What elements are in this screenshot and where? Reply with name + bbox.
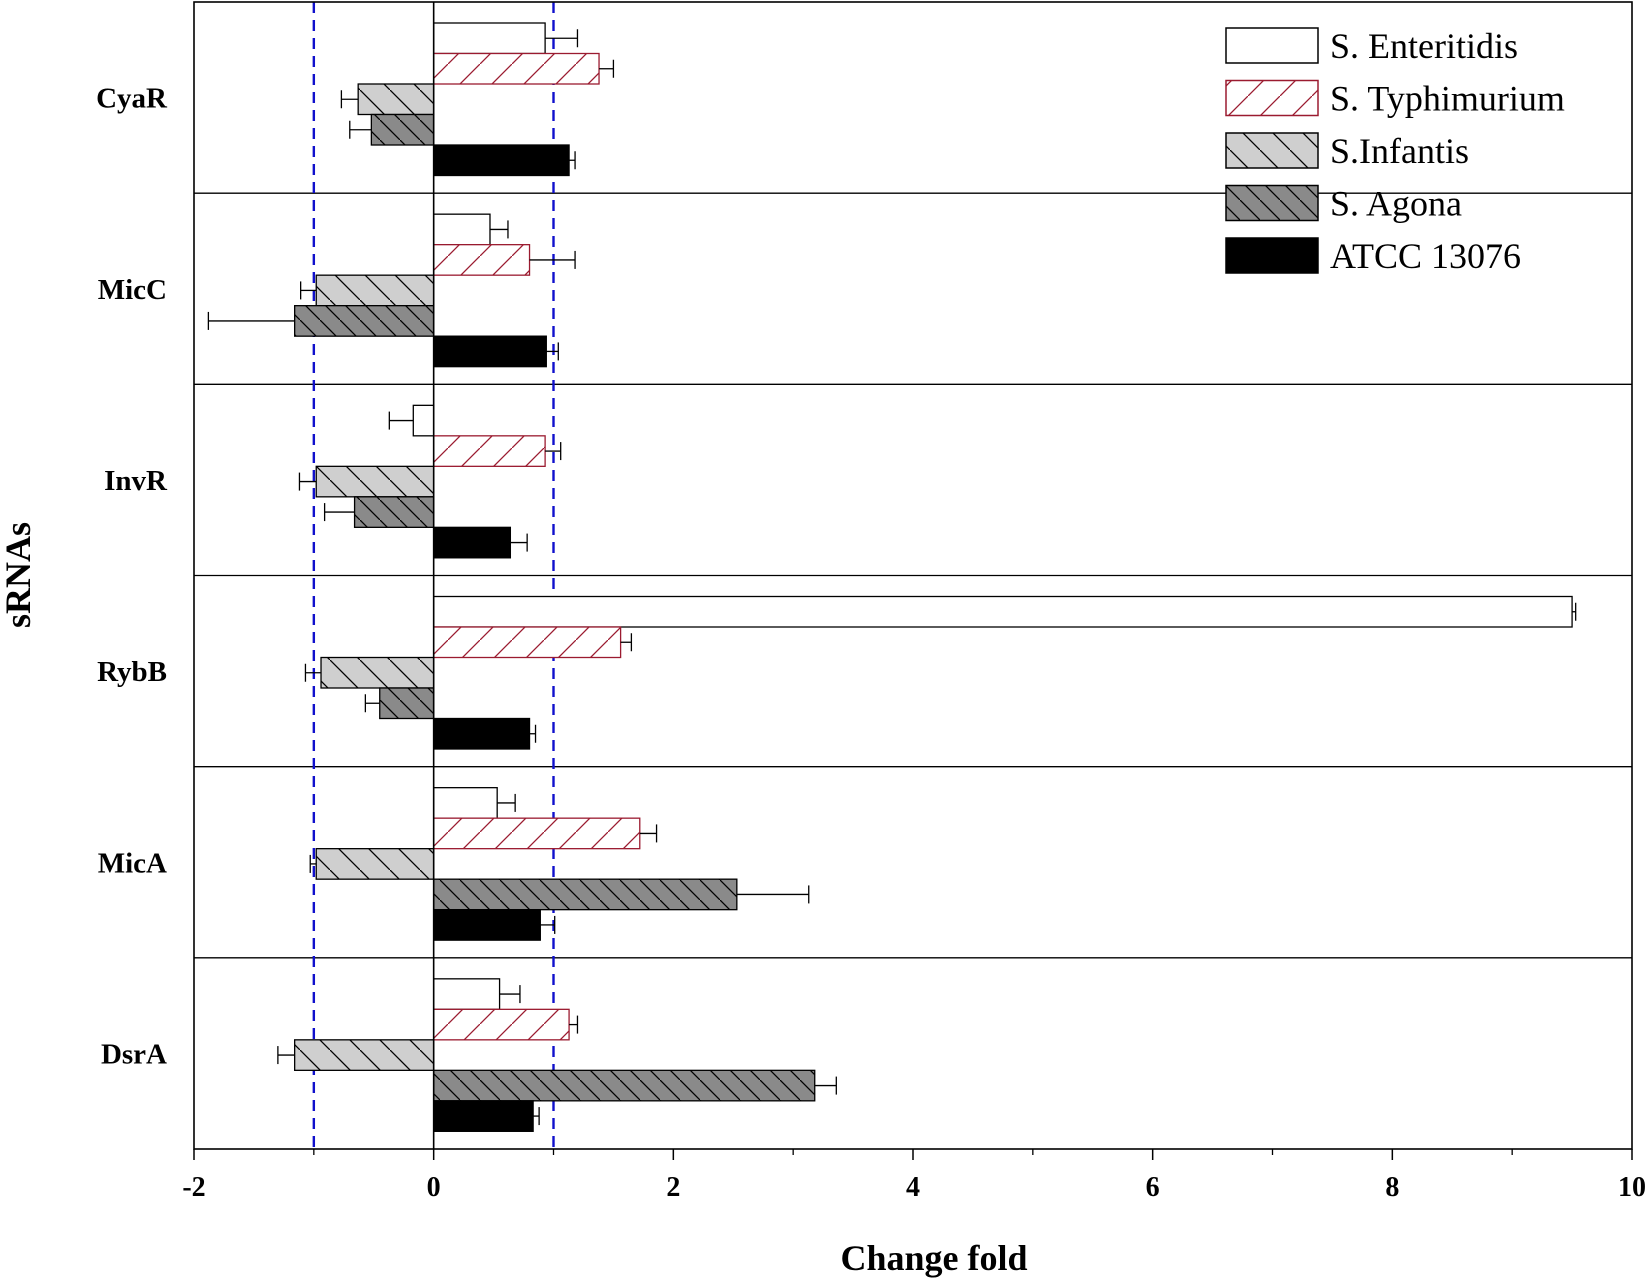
bar <box>433 1008 570 1041</box>
legend-swatch <box>1225 79 1319 117</box>
x-tick-label: 8 <box>1385 1172 1399 1203</box>
bar <box>412 404 435 437</box>
x-tick-label: -2 <box>182 1172 205 1203</box>
bar <box>433 52 600 85</box>
legend-label: S.Infantis <box>1330 131 1469 171</box>
bar <box>433 1100 534 1132</box>
y-axis-title: sRNAs <box>0 522 38 628</box>
bar <box>353 496 435 528</box>
bar <box>379 687 435 720</box>
x-tick-label: 2 <box>666 1172 680 1203</box>
bar <box>433 1069 816 1102</box>
x-tick-label: 4 <box>906 1172 920 1203</box>
bar <box>433 435 546 467</box>
bar <box>433 978 501 1010</box>
bar <box>433 144 570 177</box>
legend-label: ATCC 13076 <box>1330 236 1521 276</box>
bar <box>294 1039 435 1071</box>
y-category-label: MicA <box>98 847 167 879</box>
bar <box>320 656 435 689</box>
bar <box>433 595 1573 628</box>
x-tick-label: 0 <box>427 1172 441 1203</box>
x-tick-label: 6 <box>1146 1172 1160 1203</box>
legend-label: S. Enteritidis <box>1330 26 1518 66</box>
bar <box>433 526 512 559</box>
bar <box>294 305 435 337</box>
y-category-label: DsrA <box>101 1038 167 1070</box>
y-category-label: InvR <box>104 465 168 497</box>
y-category-label: RybB <box>97 656 167 688</box>
bar <box>433 817 641 850</box>
x-tick-label: 10 <box>1618 1172 1646 1203</box>
y-category-label: CyaR <box>96 83 168 115</box>
bar <box>433 244 531 276</box>
legend-swatch <box>1225 237 1319 274</box>
bar <box>433 787 498 819</box>
bar <box>433 22 546 55</box>
bar <box>433 213 491 246</box>
x-axis-title: Change fold <box>840 1238 1027 1278</box>
legend-swatch <box>1225 184 1319 222</box>
bar <box>315 465 435 498</box>
bar <box>315 848 435 880</box>
bar <box>370 113 435 146</box>
bar <box>433 909 541 941</box>
legend-swatch <box>1225 27 1319 64</box>
y-category-label: MicC <box>98 274 167 306</box>
bar <box>433 335 547 368</box>
bar <box>433 626 622 659</box>
legend-label: S. Agona <box>1330 184 1462 224</box>
bar <box>357 83 435 116</box>
bar <box>433 717 531 750</box>
legend-label: S. Typhimurium <box>1330 79 1565 119</box>
bar <box>433 878 738 911</box>
bar <box>315 274 435 307</box>
legend-swatch <box>1225 132 1319 169</box>
